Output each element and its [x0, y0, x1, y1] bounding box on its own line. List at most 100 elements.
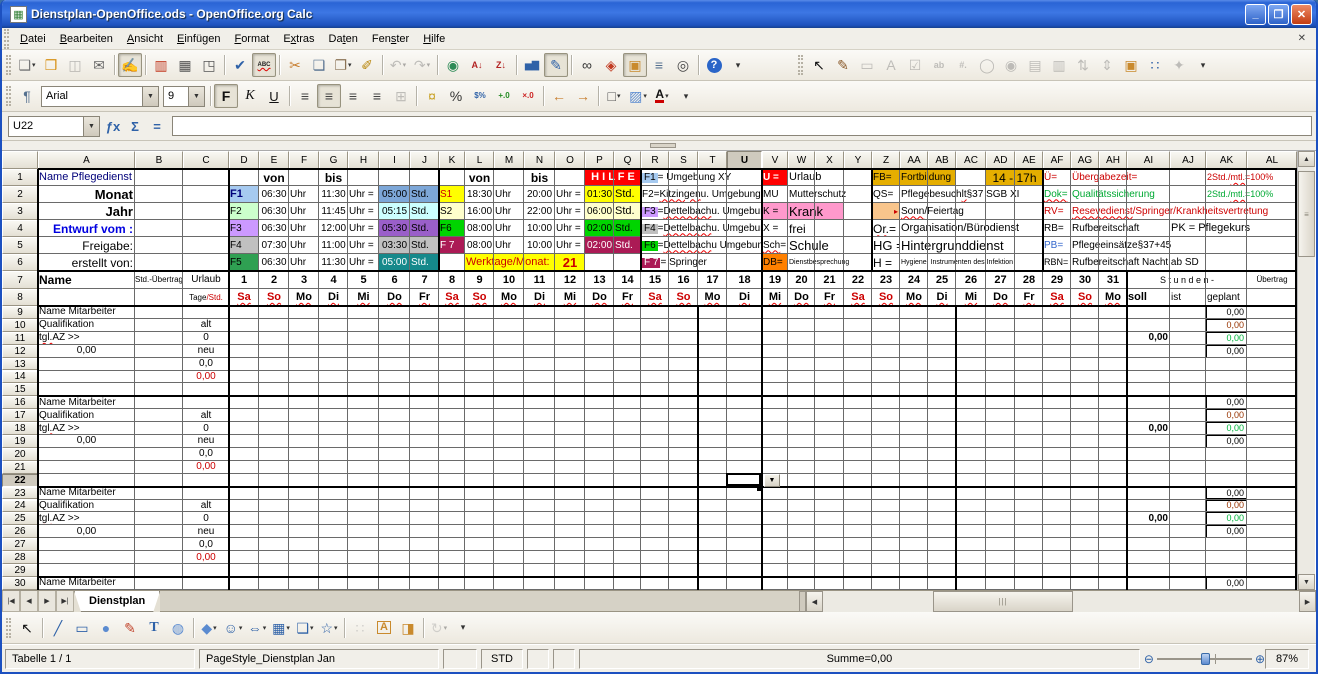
cell-V5[interactable]: Sch = [762, 237, 788, 254]
page-preview-button[interactable]: ◳ [197, 53, 221, 77]
cell-C21[interactable]: 0,00 [196, 461, 216, 473]
col-header-AI[interactable]: AI [1127, 151, 1170, 169]
close-button[interactable]: ✕ [1291, 3, 1312, 25]
cell-I2[interactable]: 05:00 [379, 186, 410, 203]
cell-F7[interactable]: 3 [300, 273, 308, 286]
cell-F4[interactable]: Uhr [290, 222, 307, 234]
cell-A18[interactable]: tgl. AZ >> [38, 422, 135, 435]
cell-L3[interactable]: 16:00 [466, 205, 493, 217]
cell-C8[interactable]: Tage/Std. [183, 289, 229, 306]
select-button[interactable]: ↖ [15, 616, 39, 640]
cell-D7[interactable]: 1 [240, 273, 248, 286]
background-color-dropdown-icon[interactable]: ▾ [643, 93, 647, 100]
cell-Z6[interactable]: H = [873, 255, 893, 270]
cell-E5[interactable]: 07:30 [261, 239, 287, 251]
cell-AG2[interactable]: Qualitätssicherung [1072, 188, 1155, 200]
row-header-14[interactable]: 14 [2, 370, 38, 384]
col-header-M[interactable]: M [494, 151, 524, 169]
row-header-23[interactable]: 23 [2, 486, 38, 500]
form-design-button[interactable]: ▣ [1119, 53, 1143, 77]
col-header-H[interactable]: H [348, 151, 379, 169]
format-paintbrush-button[interactable]: ✐ [355, 53, 379, 77]
zoom-in-icon[interactable]: ⊕ [1254, 651, 1265, 666]
cell-C18[interactable]: 0 [203, 422, 209, 434]
cell-B7[interactable]: Std.-Übertrag [135, 275, 183, 284]
cell-K5[interactable]: F 7 [439, 237, 465, 254]
standard-format-button[interactable]: $% [468, 84, 492, 108]
next-sheet-button[interactable]: ▶ [38, 591, 56, 612]
vertical-scroll-track[interactable]: ≡ [1298, 167, 1315, 574]
cell-AA8[interactable]: Mo [906, 291, 922, 303]
cell-W6[interactable]: Dienstbesprechung [789, 259, 850, 266]
cell-I6[interactable]: 05:00 [379, 254, 410, 271]
col-header-W[interactable]: W [788, 151, 815, 169]
sheet-tab-dienstplan[interactable]: Dienstplan [74, 591, 160, 612]
cell-K7[interactable]: 8 [448, 273, 456, 286]
cell-S8[interactable]: So [676, 291, 691, 303]
cell-AA4[interactable]: Organisation/Bürodienst [901, 222, 1020, 234]
cell-M8[interactable]: Mo [501, 291, 517, 303]
cell-M4[interactable]: Uhr [495, 222, 512, 234]
freeform-line-button[interactable]: ✎ [118, 616, 142, 640]
col-header-R[interactable]: R [641, 151, 669, 169]
cell-AC7[interactable]: 26 [964, 273, 978, 286]
cell-Q2[interactable]: Std. [614, 186, 641, 203]
callout-button[interactable]: ◍ [166, 616, 190, 640]
cell-F3[interactable]: Uhr [290, 205, 307, 217]
col-header-E[interactable]: E [259, 151, 289, 169]
cell-A12[interactable]: 0,00 [76, 345, 97, 357]
cell-D6[interactable]: F5 [229, 254, 259, 271]
copy-button[interactable]: ❏ [307, 53, 331, 77]
col-header-AG[interactable]: AG [1071, 151, 1099, 169]
borders-button[interactable]: □ ▾ [602, 84, 626, 108]
cell-M2[interactable]: Uhr [495, 188, 512, 200]
cell-C20[interactable]: 0,0 [199, 448, 213, 460]
cell-R7[interactable]: 15 [648, 273, 662, 286]
col-header-A[interactable]: A [38, 151, 135, 169]
cell-N7[interactable]: 11 [533, 273, 546, 286]
cell-C7[interactable]: Urlaub [191, 274, 221, 285]
callouts-dropdown-icon[interactable]: ▾ [310, 624, 314, 632]
row-header-8[interactable]: 8 [2, 289, 38, 306]
col-header-O[interactable]: O [555, 151, 585, 169]
menu-fenster[interactable]: Fenster [371, 32, 410, 45]
cell-G2[interactable]: 11:30 [321, 188, 346, 200]
insert-mode[interactable]: STD [481, 648, 523, 669]
cell-E7[interactable]: 2 [270, 273, 278, 286]
cell-AG5[interactable]: Pflegeeinsätze§37+45 [1072, 239, 1172, 251]
cell-C11[interactable]: 0 [203, 332, 209, 344]
cell-AF4[interactable]: RB= [1044, 222, 1064, 234]
document-close-button[interactable]: ✕ [1297, 33, 1306, 44]
col-header-L[interactable]: L [465, 151, 494, 169]
increase-indent-button[interactable]: → [571, 84, 595, 108]
cell-K2[interactable]: S1 [439, 186, 465, 203]
col-header-Z[interactable]: Z [872, 151, 900, 169]
cell-A25[interactable]: tgl. AZ >> [38, 512, 135, 525]
hyperlink-button[interactable]: ◉ [441, 53, 465, 77]
cell-AI7[interactable]: S t u n d e n - [1159, 274, 1215, 285]
cell-Z5[interactable]: HG = [873, 238, 900, 253]
cell-J7[interactable]: 7 [421, 273, 428, 286]
col-header-P[interactable]: P [585, 151, 614, 169]
align-center-button[interactable]: ≡ [317, 84, 341, 108]
cell-Z3[interactable]: ▸ [872, 203, 900, 220]
cell-P3[interactable]: 06:00 [585, 203, 614, 220]
cell-R4[interactable]: F4= Dettelbach u. Umgebung [641, 220, 762, 237]
cell-M3[interactable]: Uhr [495, 205, 512, 217]
zoom-button[interactable]: ◎ [671, 53, 695, 77]
cell-AG4[interactable]: Rufbereitschaft [1072, 222, 1140, 234]
cell-D8[interactable]: Sa [237, 291, 251, 303]
cell-I7[interactable]: 6 [391, 273, 398, 286]
cell-AA2[interactable]: Pflegebesuch lt §37 SGB XI [900, 186, 1043, 203]
row-header-15[interactable]: 15 [2, 383, 38, 397]
cell-AI25[interactable]: 0,00 [1148, 512, 1168, 524]
cell-AC8[interactable]: Mi [964, 291, 978, 303]
font-name-combo[interactable]: Arial ▼ [41, 85, 159, 107]
cell-U7[interactable]: 18 [738, 273, 751, 286]
cell-K8[interactable]: Sa [445, 291, 459, 303]
currency-format-button[interactable]: ¤ [420, 84, 444, 108]
scroll-left-button[interactable]: ◀ [806, 591, 823, 612]
menu-extras[interactable]: Extras [283, 32, 315, 45]
cell-AF7[interactable]: 29 [1050, 273, 1064, 286]
zoom-slider-thumb[interactable] [1200, 652, 1210, 665]
